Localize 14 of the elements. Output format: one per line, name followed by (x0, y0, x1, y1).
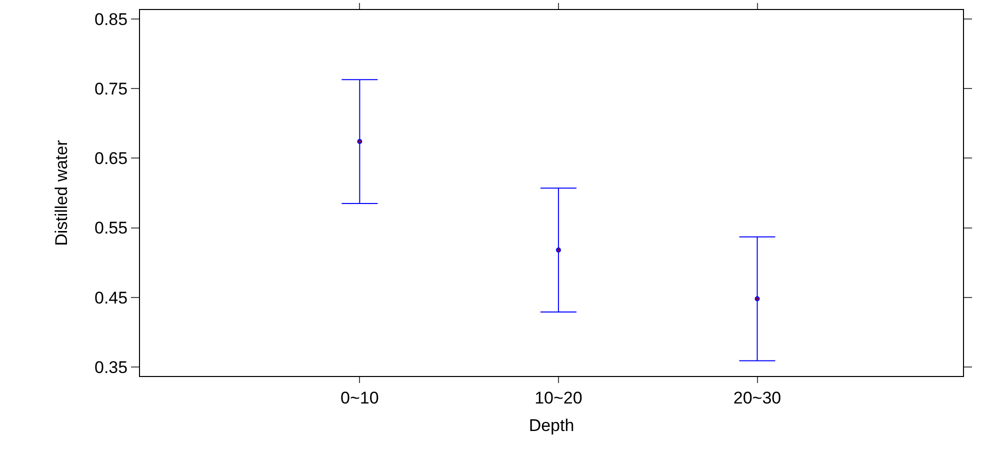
y-axis-title: Distilled water (52, 140, 72, 246)
point (357, 139, 362, 144)
y-tick-label: 0.35 (94, 358, 128, 377)
y-tick-label: 0.45 (94, 288, 128, 308)
x-tick-label: 0~10 (340, 388, 379, 408)
point (754, 296, 760, 302)
y-tick-label: 0.55 (94, 218, 128, 238)
y-tick-label: 0.85 (94, 10, 128, 29)
x-tick-label: 10~20 (534, 388, 582, 408)
point (556, 248, 561, 253)
x-axis-title: Depth (528, 416, 574, 435)
y-tick-label: 0.65 (94, 149, 128, 168)
y-tick-label: 0.75 (94, 80, 128, 99)
x-tick-label: 20~30 (733, 388, 782, 408)
